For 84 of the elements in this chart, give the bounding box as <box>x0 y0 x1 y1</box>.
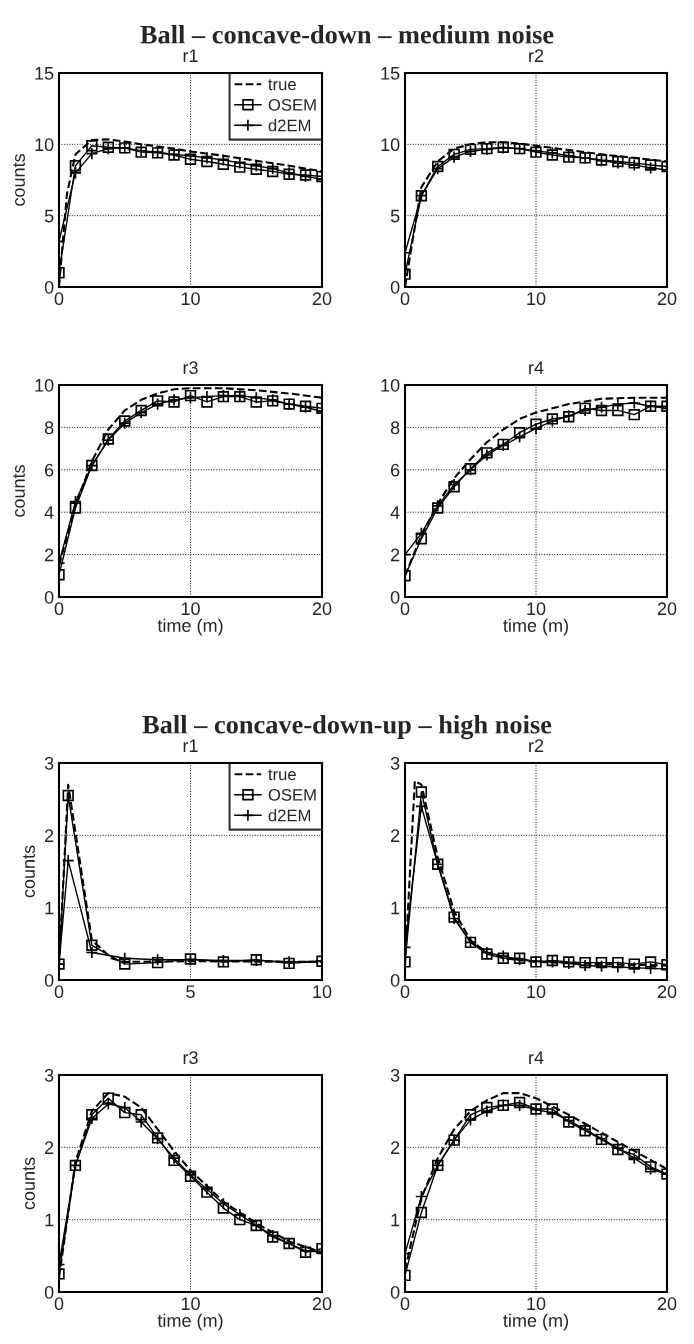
y-tick-label: 4 <box>390 506 400 519</box>
x-tick-label: 10 <box>313 985 332 999</box>
y-tick-label: 3 <box>390 756 400 770</box>
x-tick-label: 0 <box>54 1297 64 1311</box>
y-tick-label: 3 <box>390 1068 400 1082</box>
chart-title: r4 <box>529 1051 544 1064</box>
chart-title: r3 <box>183 1051 198 1065</box>
x-tick-label: 10 <box>527 292 546 306</box>
chart-title: r1 <box>183 49 198 62</box>
y-tick-label: 10 <box>35 378 54 392</box>
x-axis-title: time (m) <box>157 618 223 636</box>
y-tick-label: 3 <box>44 756 54 770</box>
x-tick-label: 0 <box>54 985 64 999</box>
text: Ball – concave-down-up – high noise <box>142 715 552 740</box>
legend-label: true <box>268 79 296 91</box>
y-tick-label: 2 <box>391 548 400 562</box>
text: Ball – concave-down – medium noise <box>140 25 554 44</box>
y-tick-label: 0 <box>390 280 400 294</box>
x-tick-label: 0 <box>400 602 410 616</box>
y-axis-title: counts <box>13 465 25 517</box>
y-tick-label: 0 <box>390 590 400 604</box>
x-tick-label: 0 <box>54 602 64 616</box>
x-tick-label: 10 <box>527 985 546 999</box>
x-tick-label: 10 <box>181 292 200 306</box>
y-tick-label: 8 <box>390 421 400 435</box>
y-axis-title: counts <box>23 1157 35 1210</box>
x-axis-title: time (m) <box>503 618 568 636</box>
y-tick-label: 1 <box>45 1213 54 1227</box>
x-tick-label: 20 <box>312 602 332 616</box>
x-tick-label: 0 <box>400 985 410 999</box>
chart-title: r2 <box>529 739 544 752</box>
x-tick-label: 20 <box>657 292 677 306</box>
chart-title: r4 <box>529 361 544 374</box>
x-tick-label: 20 <box>657 985 677 999</box>
y-tick-label: 15 <box>35 67 54 80</box>
x-tick-label: 20 <box>312 292 332 306</box>
x-axis-title: time (m) <box>503 1313 568 1331</box>
y-tick-label: 0 <box>44 590 54 604</box>
y-tick-label: 8 <box>44 421 54 435</box>
y-tick-label: 6 <box>391 463 400 477</box>
y-tick-label: 0 <box>390 1285 400 1299</box>
y-tick-label: 2 <box>391 1141 400 1154</box>
y-tick-label: 10 <box>381 138 400 152</box>
x-tick-label: 20 <box>657 602 677 616</box>
y-tick-label: 4 <box>44 506 54 519</box>
legend-label: OSEM <box>268 98 316 111</box>
legend-label: true <box>268 769 296 781</box>
y-tick-label: 0 <box>44 1285 54 1299</box>
x-tick-label: 20 <box>312 1297 332 1311</box>
x-tick-label: 10 <box>527 1297 546 1311</box>
x-tick-label: 5 <box>186 985 195 999</box>
x-tick-label: 0 <box>400 292 410 306</box>
x-tick-label: 20 <box>657 1297 677 1311</box>
y-tick-label: 3 <box>44 1068 54 1082</box>
x-axis-title: time (m) <box>157 1313 223 1331</box>
x-tick-label: 0 <box>400 1297 410 1311</box>
legend-label: OSEM <box>268 788 316 801</box>
y-tick-label: 2 <box>391 829 400 842</box>
y-tick-label: 5 <box>44 209 54 223</box>
y-tick-label: 0 <box>44 280 54 294</box>
chart-title: r2 <box>529 49 544 62</box>
legend-label: d2EM <box>268 119 311 132</box>
y-tick-label: 1 <box>391 901 400 915</box>
y-tick-label: 1 <box>45 901 54 915</box>
y-tick-label: 10 <box>35 138 54 152</box>
y-tick-label: 1 <box>391 1213 400 1227</box>
y-tick-label: 6 <box>45 463 54 477</box>
x-tick-label: 10 <box>181 602 200 616</box>
chart-title: r1 <box>183 739 198 752</box>
x-tick-label: 10 <box>181 1297 200 1311</box>
y-tick-label: 5 <box>390 209 400 223</box>
x-tick-label: 0 <box>54 292 64 306</box>
y-axis-title: counts <box>23 845 35 898</box>
y-axis-title: counts <box>13 154 25 206</box>
y-tick-label: 0 <box>44 973 54 987</box>
legend-label: d2EM <box>268 809 311 822</box>
y-tick-label: 15 <box>381 67 400 80</box>
x-tick-label: 10 <box>527 602 546 616</box>
y-tick-label: 10 <box>381 378 400 392</box>
y-tick-label: 2 <box>45 829 54 842</box>
y-tick-label: 0 <box>390 973 400 987</box>
chart-title: r3 <box>183 361 198 375</box>
y-tick-label: 2 <box>45 548 54 562</box>
y-tick-label: 2 <box>45 1141 54 1154</box>
